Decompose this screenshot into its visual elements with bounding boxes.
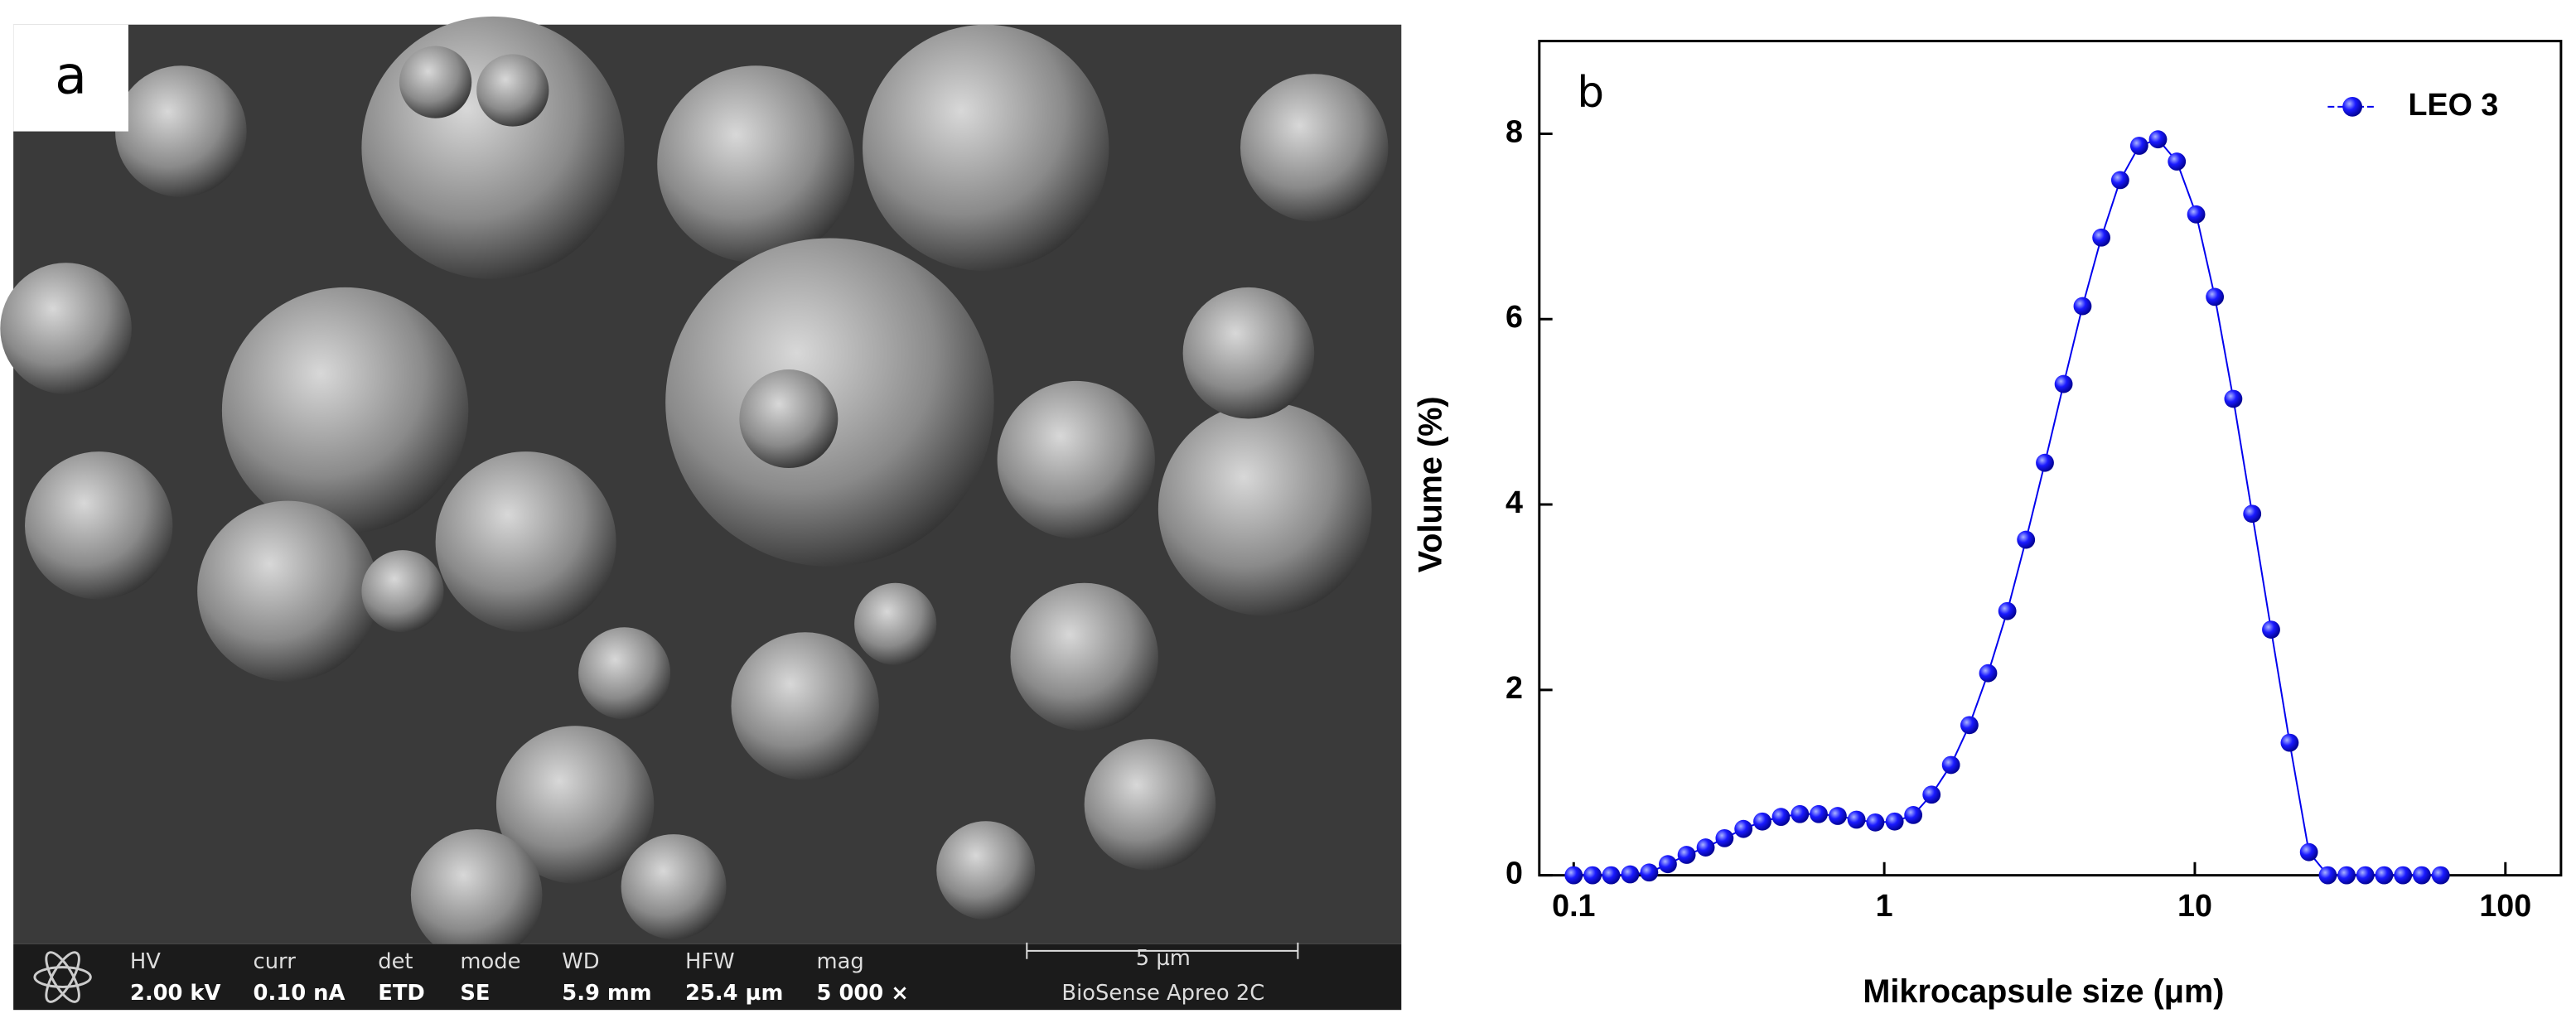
y-axis-title: Volume (%) <box>1412 396 1448 572</box>
data-point <box>1583 866 1602 885</box>
data-point <box>1677 846 1696 864</box>
data-point <box>1715 828 1734 847</box>
data-point <box>2318 866 2337 885</box>
panel-label: b <box>1577 68 1604 118</box>
data-point <box>2262 620 2280 639</box>
data-point <box>2356 866 2375 885</box>
data-point <box>2148 130 2168 149</box>
info-value: ETD <box>378 981 425 1006</box>
panel-label: a <box>55 45 87 106</box>
data-point <box>1564 866 1583 885</box>
x-tick-label: 1 <box>1876 888 1893 923</box>
particles <box>0 16 1389 961</box>
data-point <box>1621 865 1640 884</box>
y-tick-label: 6 <box>1505 299 1523 334</box>
data-point <box>2168 152 2187 171</box>
panel-label-box <box>13 24 128 132</box>
data-point <box>2431 866 2450 885</box>
info-name: HFW <box>685 949 735 974</box>
data-point <box>2092 228 2111 247</box>
data-point <box>2280 733 2299 752</box>
scale-bar-label: 5 µm <box>1136 946 1191 971</box>
data-point <box>1640 863 1659 882</box>
x-tick-label: 0.1 <box>1552 888 1595 923</box>
data-point <box>2017 530 2036 549</box>
series-line <box>1573 138 2441 876</box>
data-point <box>1885 812 1904 831</box>
x-axis-title: Mikrocapsule size (μm) <box>1863 973 2224 1010</box>
data-point <box>2375 866 2394 885</box>
info-value: 2.00 kV <box>130 981 221 1006</box>
data-point <box>1696 838 1715 857</box>
legend-marker <box>2342 96 2363 117</box>
data-point <box>2187 205 2206 224</box>
data-point <box>1753 812 1771 831</box>
info-value: 0.10 nA <box>254 981 346 1006</box>
data-point <box>1904 805 1923 824</box>
data-point <box>1829 807 1847 825</box>
info-value: 5 000 × <box>817 981 909 1006</box>
data-point <box>1810 804 1828 823</box>
data-point <box>1941 755 1960 775</box>
legend-label: LEO 3 <box>2409 87 2499 122</box>
info-name: mag <box>817 949 864 974</box>
info-name: mode <box>460 949 520 974</box>
data-point <box>1979 664 1998 683</box>
sem-panel: 5 µm BioSense Apreo 2C a HV 2.00 kV curr 0.… <box>0 16 1402 1011</box>
info-value: SE <box>460 981 490 1006</box>
data-point <box>2054 374 2073 393</box>
chart: b Mikrocapsule size (μm) Volume (%) 0 2 4 6… <box>1412 40 2563 1010</box>
data-point <box>2129 137 2148 155</box>
info-bar <box>13 944 1402 1011</box>
data-point <box>2224 389 2243 408</box>
info-value: 5.9 mm <box>562 981 651 1006</box>
data-point <box>2412 866 2431 885</box>
data-point <box>1866 813 1885 832</box>
data-point <box>2243 504 2262 524</box>
info-name: curr <box>254 949 297 974</box>
data-point <box>1734 819 1753 838</box>
y-tick-label: 0 <box>1505 856 1523 890</box>
data-point <box>1847 810 1866 829</box>
data-point <box>1998 601 2017 620</box>
data-point <box>2036 453 2054 472</box>
info-name: HV <box>130 949 161 974</box>
x-tick-label: 100 <box>2479 888 2531 923</box>
info-name: det <box>378 949 413 974</box>
info-name: WD <box>562 949 599 974</box>
logo <box>33 951 92 1003</box>
info-value: 25.4 µm <box>685 981 783 1006</box>
data-point <box>1771 808 1791 827</box>
data-point <box>2337 866 2356 885</box>
data-point <box>1602 866 1621 885</box>
y-tick-label: 8 <box>1505 113 1523 148</box>
data-point <box>1960 716 1979 735</box>
data-point <box>1659 855 1677 874</box>
data-point <box>2299 842 2318 861</box>
y-tick-label: 2 <box>1505 670 1523 705</box>
y-tick-label: 4 <box>1505 485 1523 519</box>
data-point <box>1791 804 1810 823</box>
data-point <box>2073 297 2092 316</box>
data-point <box>2394 866 2413 885</box>
x-tick-label: 10 <box>2177 888 2212 923</box>
data-point <box>2206 287 2225 306</box>
instrument: BioSense Apreo 2C <box>1061 981 1264 1006</box>
plot-frame <box>1538 40 2563 877</box>
data-point <box>2110 171 2129 190</box>
data-point <box>1922 785 1941 804</box>
